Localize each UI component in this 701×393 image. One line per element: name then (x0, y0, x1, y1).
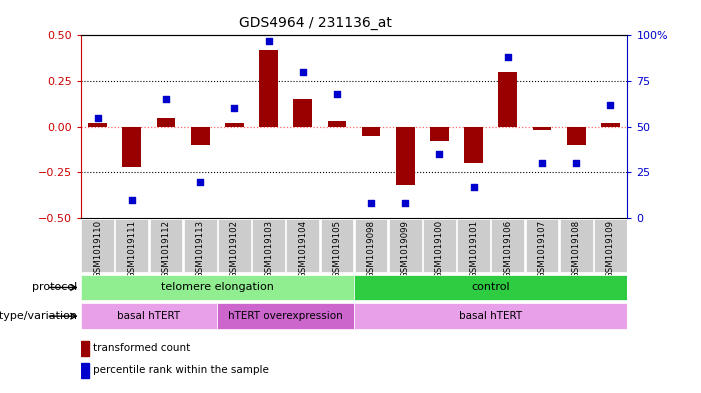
Text: GSM1019102: GSM1019102 (230, 220, 239, 278)
Bar (286, 219, 319, 272)
Bar (526, 219, 559, 272)
Bar (594, 219, 627, 272)
Bar (354, 275, 627, 300)
Bar (81, 363, 90, 378)
Bar (601, 123, 620, 127)
Text: GSM1019111: GSM1019111 (128, 220, 137, 278)
Bar (566, 127, 585, 145)
Point (297, 69, 308, 75)
Text: GSM1019103: GSM1019103 (264, 220, 273, 278)
Text: GDS4964 / 231136_at: GDS4964 / 231136_at (239, 16, 392, 30)
Bar (252, 219, 285, 272)
Text: GSM1019113: GSM1019113 (196, 220, 205, 278)
Text: GSM1019107: GSM1019107 (538, 220, 547, 278)
Text: GSM1019101: GSM1019101 (469, 220, 478, 278)
Bar (217, 303, 354, 329)
Text: GSM1019100: GSM1019100 (435, 220, 444, 278)
Point (126, 196, 137, 203)
Point (263, 38, 274, 44)
Point (161, 96, 172, 103)
Point (92, 114, 103, 121)
Text: GSM1019106: GSM1019106 (503, 220, 512, 278)
Text: basal hTERT: basal hTERT (459, 311, 522, 321)
Bar (259, 50, 278, 127)
Text: GSM1019110: GSM1019110 (93, 220, 102, 278)
Point (365, 200, 376, 207)
Point (229, 105, 240, 112)
Text: GSM1019098: GSM1019098 (367, 220, 376, 278)
Bar (116, 219, 149, 272)
Text: transformed count: transformed count (93, 343, 190, 353)
Text: GSM1019105: GSM1019105 (332, 220, 341, 278)
Bar (457, 219, 490, 272)
Bar (88, 123, 107, 127)
Bar (389, 219, 422, 272)
Text: GSM1019104: GSM1019104 (298, 220, 307, 278)
Text: GSM1019109: GSM1019109 (606, 220, 615, 278)
Bar (191, 127, 210, 145)
Text: protocol: protocol (32, 283, 77, 292)
Text: control: control (471, 283, 510, 292)
Point (434, 151, 445, 157)
Bar (81, 303, 217, 329)
Bar (184, 219, 217, 272)
Point (571, 160, 582, 167)
Text: hTERT overexpression: hTERT overexpression (229, 311, 343, 321)
Bar (423, 219, 456, 272)
Bar (81, 219, 114, 272)
Bar (81, 275, 354, 300)
Text: telomere elongation: telomere elongation (161, 283, 274, 292)
Bar (498, 72, 517, 127)
Text: basal hTERT: basal hTERT (117, 311, 181, 321)
Bar (123, 127, 142, 167)
Bar (225, 123, 244, 127)
Bar (156, 118, 175, 127)
Point (605, 102, 616, 108)
Text: genotype/variation: genotype/variation (0, 311, 77, 321)
Bar (149, 219, 182, 272)
Bar (396, 127, 415, 185)
Bar (218, 219, 251, 272)
Point (195, 178, 206, 185)
Bar (327, 121, 346, 127)
Bar (362, 127, 381, 136)
Text: percentile rank within the sample: percentile rank within the sample (93, 365, 268, 375)
Bar (81, 341, 90, 356)
Point (400, 200, 411, 207)
Point (332, 91, 343, 97)
Bar (559, 219, 592, 272)
Text: GSM1019099: GSM1019099 (401, 220, 410, 277)
Bar (464, 127, 483, 163)
Bar (491, 219, 524, 272)
Bar (354, 303, 627, 329)
Point (502, 54, 513, 61)
Bar (293, 99, 312, 127)
Text: GSM1019108: GSM1019108 (571, 220, 580, 278)
Point (536, 160, 547, 167)
Bar (430, 127, 449, 141)
Bar (533, 127, 552, 130)
Bar (320, 219, 353, 272)
Bar (355, 219, 388, 272)
Point (468, 184, 479, 190)
Text: GSM1019112: GSM1019112 (161, 220, 170, 278)
